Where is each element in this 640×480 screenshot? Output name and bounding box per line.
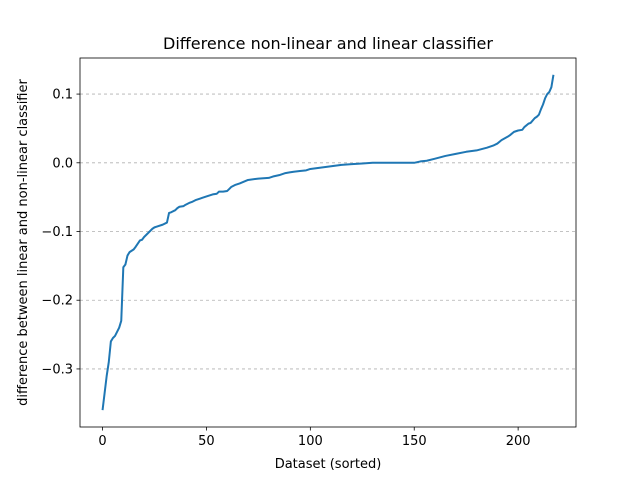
x-axis-ticks: 0 50 100 150 200 <box>98 427 531 449</box>
y-tick-label: 0.1 <box>52 88 73 103</box>
y-tick-label: −0.2 <box>41 294 73 309</box>
y-axis-title: difference between linear and non-linear… <box>16 79 31 406</box>
plot-frame <box>79 57 577 428</box>
chart-title: Difference non-linear and linear classif… <box>163 34 493 53</box>
y-tick-label: 0.0 <box>52 156 73 171</box>
x-tick-label: 150 <box>402 434 427 449</box>
y-tick-label: −0.1 <box>41 225 73 240</box>
x-tick-label: 100 <box>298 434 323 449</box>
data-series-line <box>101 74 555 411</box>
plot-area <box>80 58 576 427</box>
x-axis-title: Dataset (sorted) <box>275 457 382 472</box>
x-tick-label: 200 <box>506 434 531 449</box>
x-tick-label: 50 <box>198 434 215 449</box>
y-axis-ticks: −0.3 −0.2 −0.1 0.0 0.1 <box>41 88 80 377</box>
y-tick-label: −0.3 <box>41 362 73 377</box>
x-tick-label: 0 <box>98 434 106 449</box>
grid-lines <box>80 93 576 370</box>
